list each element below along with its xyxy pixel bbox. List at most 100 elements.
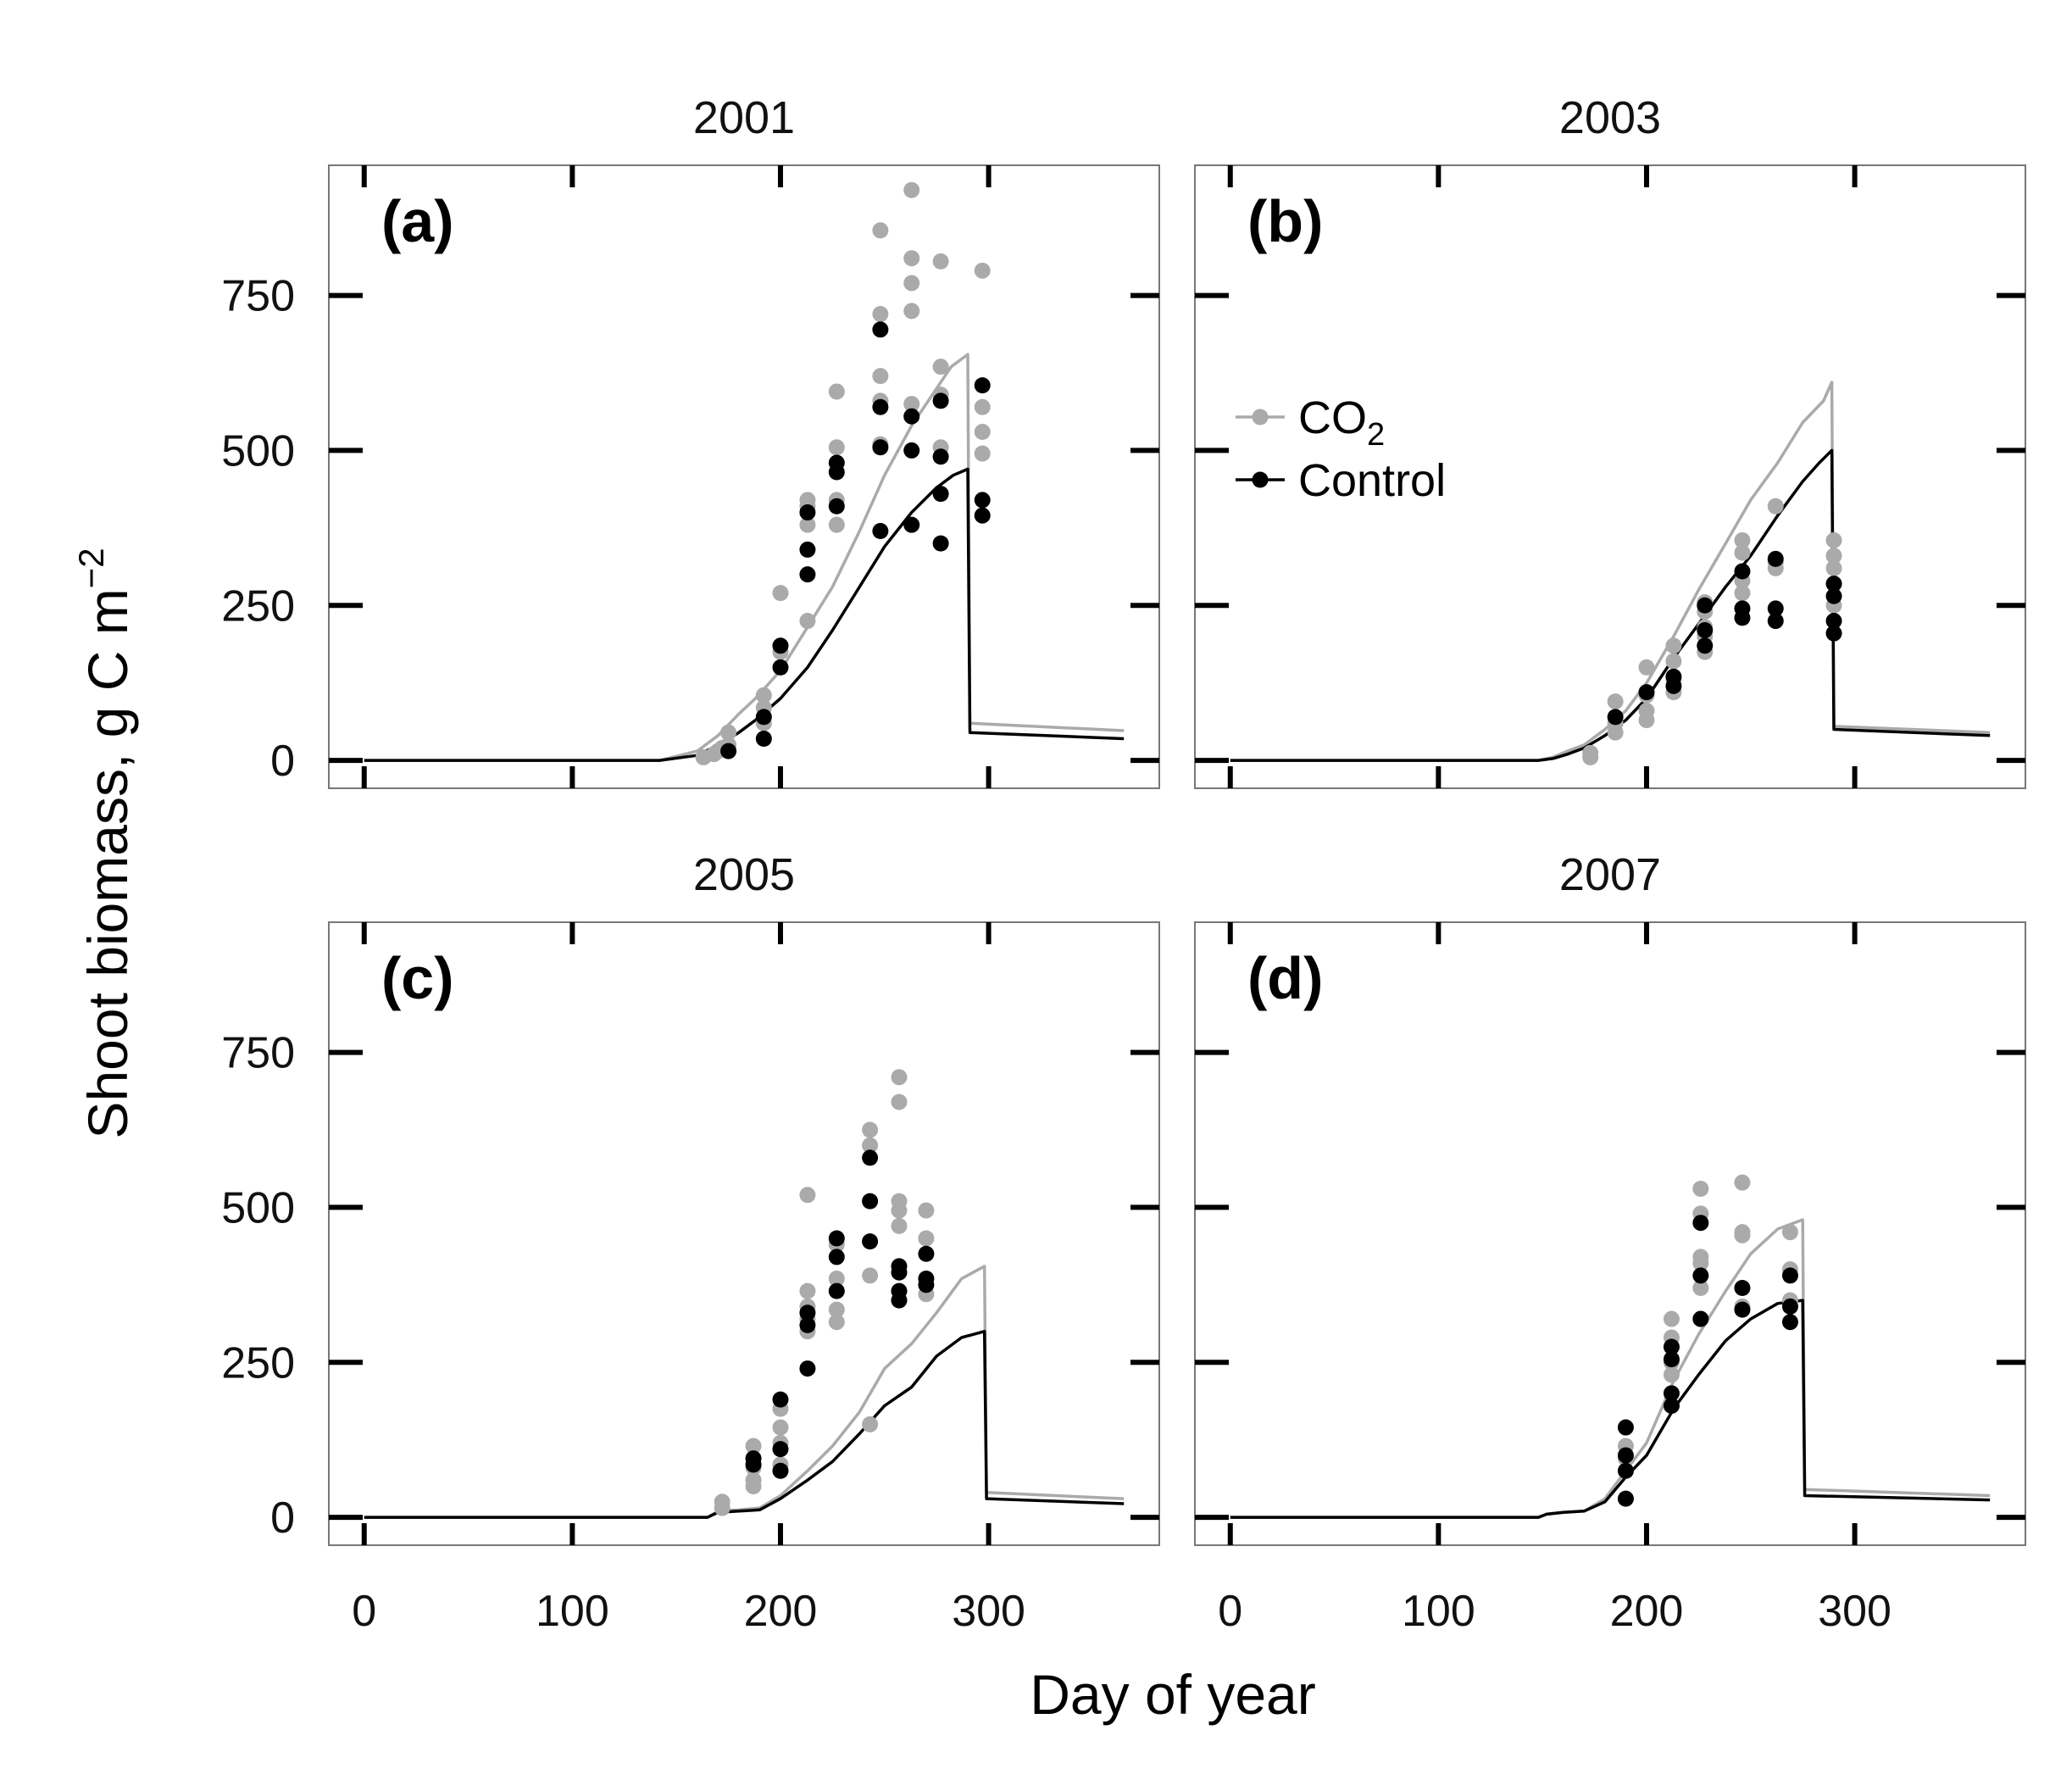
co2-point bbox=[1825, 548, 1842, 565]
co2-point bbox=[1638, 659, 1655, 676]
y-tick-label: 750 bbox=[221, 272, 295, 321]
control-model-line bbox=[364, 467, 1125, 762]
co2-point bbox=[799, 1282, 816, 1299]
co2-point bbox=[828, 439, 845, 456]
co2-model-line bbox=[1230, 1218, 1991, 1519]
y-tick-label: 250 bbox=[221, 1338, 295, 1388]
control-point bbox=[1692, 1215, 1709, 1232]
panel-letter: (d) bbox=[1247, 945, 1323, 1011]
y-tick-label: 500 bbox=[221, 426, 295, 476]
co2-point bbox=[862, 1416, 879, 1432]
control-point bbox=[1617, 1490, 1634, 1507]
control-point bbox=[772, 1391, 789, 1408]
control-point bbox=[1617, 1419, 1634, 1436]
co2-point bbox=[1767, 498, 1784, 515]
co2-point bbox=[755, 687, 772, 704]
control-point bbox=[772, 1462, 789, 1479]
control-point bbox=[1665, 668, 1682, 685]
panel-4: 2007 (d) 0 100 200 300 bbox=[1194, 849, 2026, 1636]
control-point bbox=[1692, 1267, 1709, 1284]
control-point bbox=[1767, 613, 1784, 630]
panel-3: 2005 (c) 0 100 200 300 0 250 500 750 bbox=[221, 849, 1160, 1636]
co2-point bbox=[799, 613, 816, 630]
control-point bbox=[872, 439, 889, 456]
control-point bbox=[862, 1193, 879, 1210]
control-point bbox=[891, 1258, 908, 1275]
legend-label-main: Control bbox=[1298, 455, 1446, 506]
co2-point bbox=[903, 396, 920, 413]
legend-label: CO2 bbox=[1298, 392, 1385, 453]
panel-year-title: 2005 bbox=[693, 849, 795, 900]
control-point bbox=[1825, 587, 1842, 604]
co2-point bbox=[1638, 703, 1655, 720]
co2-point bbox=[872, 222, 889, 239]
co2-point bbox=[891, 1093, 908, 1110]
co2-point bbox=[932, 253, 949, 270]
co2-model-line bbox=[364, 353, 1125, 762]
control-point bbox=[799, 1316, 816, 1333]
control-point bbox=[1781, 1314, 1798, 1331]
control-model-line bbox=[364, 1329, 1125, 1519]
co2-point bbox=[799, 1187, 816, 1204]
control-point bbox=[772, 637, 789, 654]
y-tick-label: 500 bbox=[221, 1183, 295, 1232]
co2-point bbox=[828, 1314, 845, 1331]
control-point bbox=[918, 1245, 935, 1262]
control-point bbox=[862, 1149, 879, 1166]
control-point bbox=[872, 321, 889, 338]
control-point bbox=[772, 1441, 789, 1458]
co2-point bbox=[1825, 531, 1842, 548]
control-point bbox=[799, 566, 816, 583]
control-point bbox=[1607, 709, 1624, 726]
control-point bbox=[828, 1282, 845, 1299]
x-tick-label: 0 bbox=[352, 1587, 376, 1636]
control-point bbox=[903, 442, 920, 459]
co2-point bbox=[872, 306, 889, 323]
co2-model-line bbox=[364, 1265, 1125, 1519]
co2-point bbox=[1663, 1310, 1680, 1327]
legend-label-subscript: 2 bbox=[1367, 417, 1385, 453]
control-point bbox=[1734, 1301, 1751, 1318]
control-point bbox=[932, 448, 949, 465]
control-point bbox=[891, 1282, 908, 1299]
y-axis-title-main: Shoot biomass, g C m bbox=[76, 588, 139, 1138]
panel-year-title: 2007 bbox=[1559, 849, 1661, 900]
legend-label-main: CO bbox=[1298, 392, 1367, 443]
control-point bbox=[1825, 613, 1842, 630]
control-point bbox=[1663, 1385, 1680, 1402]
panel-year-title: 2001 bbox=[693, 92, 795, 143]
control-point bbox=[799, 1304, 816, 1321]
co2-point bbox=[918, 1202, 935, 1219]
control-point bbox=[1697, 622, 1714, 639]
co2-point bbox=[891, 1217, 908, 1234]
control-point bbox=[974, 377, 991, 394]
y-axis-title-superscript: −2 bbox=[71, 548, 111, 588]
co2-model-line bbox=[1230, 381, 1991, 762]
co2-point bbox=[1734, 585, 1751, 602]
control-model-line bbox=[1230, 448, 1991, 762]
control-point bbox=[799, 541, 816, 558]
co2-point bbox=[918, 1230, 935, 1247]
panel-frame bbox=[328, 164, 1160, 789]
co2-point bbox=[862, 1137, 879, 1154]
control-point bbox=[1697, 597, 1714, 614]
control-point bbox=[1663, 1397, 1680, 1414]
panel-year-title: 2003 bbox=[1559, 92, 1661, 143]
control-point bbox=[745, 1450, 762, 1467]
legend-swatch-point bbox=[1252, 409, 1269, 426]
co2-point bbox=[828, 383, 845, 400]
control-point bbox=[1767, 600, 1784, 617]
co2-point bbox=[1781, 1224, 1798, 1241]
control-point bbox=[1734, 1279, 1751, 1296]
control-point bbox=[1697, 637, 1714, 654]
x-tick-label: 300 bbox=[1818, 1587, 1891, 1636]
control-point bbox=[755, 730, 772, 747]
co2-point bbox=[932, 359, 949, 375]
control-point bbox=[918, 1271, 935, 1288]
co2-point bbox=[1734, 544, 1751, 561]
x-axis-title: Day of year bbox=[1030, 1663, 1315, 1726]
co2-point bbox=[974, 423, 991, 440]
co2-point bbox=[1692, 1249, 1709, 1265]
